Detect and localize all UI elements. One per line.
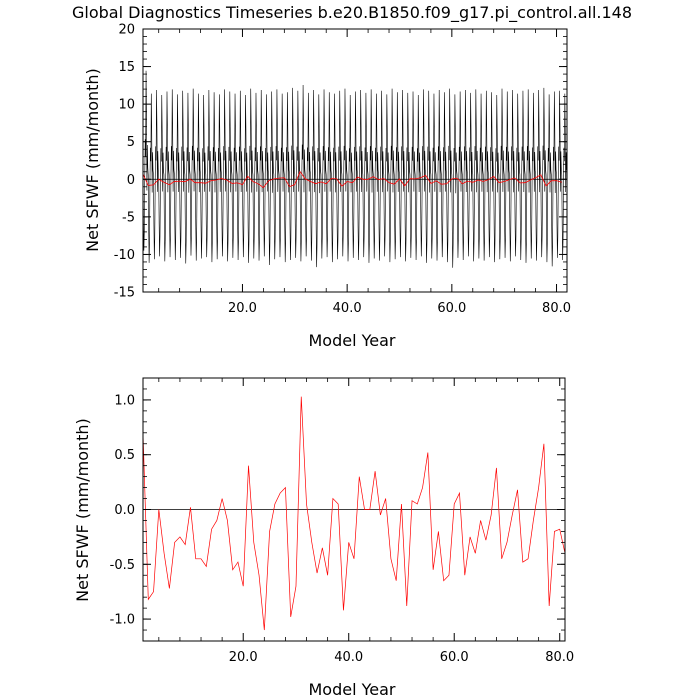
bottom-xlabel: Model Year xyxy=(309,680,396,699)
bottom-series-line xyxy=(142,396,566,631)
bottom-axis-ticks: 20.0 40.0 60.0 80.0 -1.0 -0.5 0.0 0.5 1.0 xyxy=(110,377,574,665)
top-plot-content xyxy=(142,70,567,268)
bottom-panel: 20.0 40.0 60.0 80.0 -1.0 -0.5 0.0 0.5 1.0 Model … xyxy=(73,377,574,699)
top-ytick-label: -10 xyxy=(114,248,135,263)
top-axis-ticks: 20.0 40.0 60.0 80.0 -15 -10 -5 0 5 10 15 20 xyxy=(114,23,571,317)
bottom-ytick-label: -1.0 xyxy=(110,613,135,628)
bottom-xtick-label: 20.0 xyxy=(229,650,258,665)
top-monthly-series-line xyxy=(142,70,567,268)
top-xtick-label: 80.0 xyxy=(542,301,571,316)
bottom-ytick-label: 1.0 xyxy=(114,393,135,408)
top-ytick-label: 10 xyxy=(118,98,135,113)
bottom-plot-content xyxy=(142,396,566,631)
top-panel: 20.0 40.0 60.0 80.0 -15 -10 -5 0 5 10 15 20 Model Y… xyxy=(83,23,571,351)
top-xtick-label: 60.0 xyxy=(437,301,466,316)
bottom-ytick-label: 0.5 xyxy=(114,448,135,463)
bottom-ylabel: Net SFWF (mm/month) xyxy=(73,418,92,602)
top-xtick-label: 40.0 xyxy=(333,301,362,316)
top-annual-series-line xyxy=(142,170,562,189)
bottom-xtick-label: 40.0 xyxy=(334,650,363,665)
bottom-ytick-label: -0.5 xyxy=(110,558,135,573)
plot-title: Global Diagnostics Timeseries b.e20.B185… xyxy=(72,3,632,23)
top-ylabel: Net SFWF (mm/month) xyxy=(83,68,102,252)
top-ytick-label: 0 xyxy=(127,173,135,188)
top-ytick-label: 20 xyxy=(118,23,135,38)
top-plot-frame xyxy=(142,28,568,293)
bottom-ytick-label: 0.0 xyxy=(114,503,135,518)
top-xlabel: Model Year xyxy=(309,331,396,350)
top-ytick-label: 5 xyxy=(127,135,135,150)
bottom-xtick-label: 80.0 xyxy=(545,650,574,665)
top-ytick-label: -15 xyxy=(114,286,135,301)
top-xtick-label: 20.0 xyxy=(228,301,257,316)
top-ytick-label: 15 xyxy=(118,60,135,75)
top-ytick-label: -5 xyxy=(122,210,135,225)
bottom-xtick-label: 60.0 xyxy=(440,650,469,665)
